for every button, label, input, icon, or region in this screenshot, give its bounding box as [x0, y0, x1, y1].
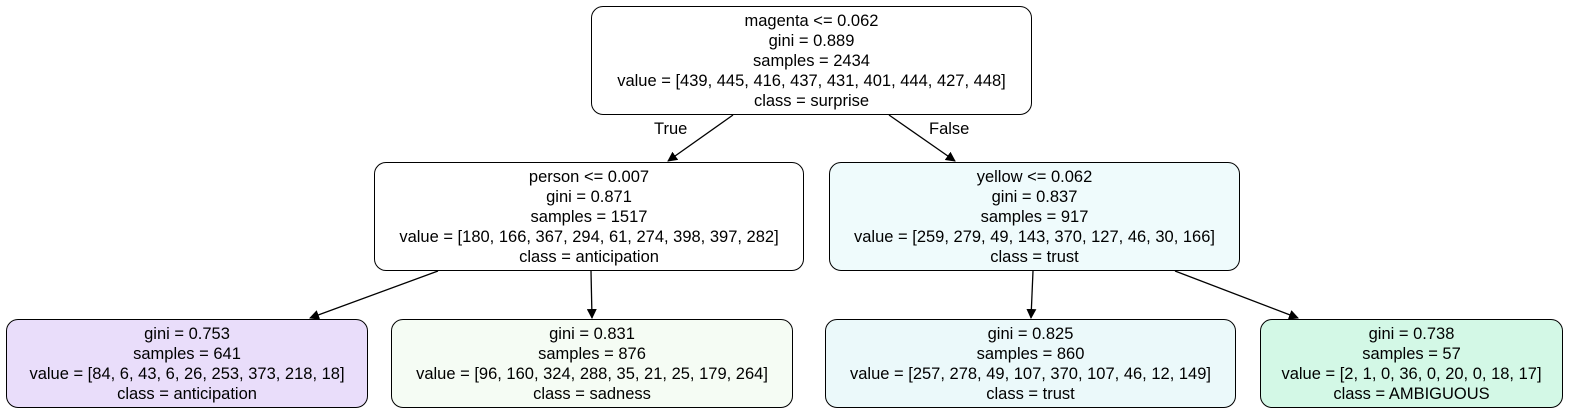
tree-leaf-sadness: gini = 0.831 samples = 876 value = [96, … [391, 319, 793, 408]
tree-leaf-trust: gini = 0.825 samples = 860 value = [257,… [825, 319, 1236, 408]
node-value: value = [96, 160, 324, 288, 35, 21, 25, … [416, 364, 768, 383]
node-samples: samples = 876 [538, 344, 646, 363]
node-samples: samples = 917 [980, 207, 1089, 226]
node-gini: gini = 0.753 [144, 324, 230, 343]
node-value: value = [180, 166, 367, 294, 61, 274, 39… [399, 227, 779, 246]
edge-label-true: True [654, 120, 688, 138]
node-samples: samples = 1517 [530, 207, 648, 226]
edge-root-to-yellow [888, 114, 956, 162]
tree-node-yellow: yellow <= 0.062 gini = 0.837 samples = 9… [829, 162, 1240, 271]
edge-person-to-anticipation-leaf [309, 270, 439, 320]
node-class: class = surprise [753, 91, 870, 110]
node-class: class = trust [986, 384, 1075, 403]
edge-root-to-person [667, 114, 734, 162]
node-split-rule: yellow <= 0.062 [976, 167, 1093, 186]
tree-leaf-anticipation: gini = 0.753 samples = 641 value = [84, … [6, 319, 368, 408]
node-class: class = anticipation [117, 384, 257, 403]
node-gini: gini = 0.837 [991, 187, 1078, 206]
node-value: value = [84, 6, 43, 6, 26, 253, 373, 218… [29, 364, 345, 383]
edge-yellow-to-ambiguous-leaf [1174, 270, 1299, 320]
tree-node-person: person <= 0.007 gini = 0.871 samples = 1… [374, 162, 804, 271]
node-samples: samples = 2434 [753, 51, 870, 70]
node-samples: samples = 860 [976, 344, 1085, 363]
edge-yellow-to-trust-leaf [1026, 270, 1037, 319]
node-gini: gini = 0.889 [768, 31, 855, 50]
node-class: class = sadness [533, 384, 651, 403]
node-value: value = [257, 278, 49, 107, 370, 107, 46… [849, 364, 1211, 383]
node-samples: samples = 641 [133, 344, 241, 363]
node-value: value = [2, 1, 0, 36, 0, 20, 0, 18, 17] [1281, 364, 1542, 383]
node-gini: gini = 0.825 [987, 324, 1074, 343]
tree-leaf-ambiguous: gini = 0.738 samples = 57 value = [2, 1,… [1260, 319, 1563, 408]
node-gini: gini = 0.831 [549, 324, 635, 343]
node-class: class = AMBIGUOUS [1333, 384, 1490, 403]
edge-person-to-sadness-leaf [586, 270, 597, 319]
node-value: value = [439, 445, 416, 437, 431, 401, 4… [617, 71, 1006, 90]
node-gini: gini = 0.738 [1368, 324, 1455, 343]
node-samples: samples = 57 [1362, 344, 1461, 363]
node-class: class = trust [990, 247, 1079, 266]
node-split-rule: person <= 0.007 [528, 167, 650, 186]
tree-node-root: magenta <= 0.062 gini = 0.889 samples = … [591, 6, 1032, 115]
node-value: value = [259, 279, 49, 143, 370, 127, 46… [853, 227, 1215, 246]
node-gini: gini = 0.871 [546, 187, 632, 206]
node-split-rule: magenta <= 0.062 [744, 11, 879, 30]
node-class: class = anticipation [519, 247, 659, 266]
edge-label-false: False [929, 120, 970, 138]
